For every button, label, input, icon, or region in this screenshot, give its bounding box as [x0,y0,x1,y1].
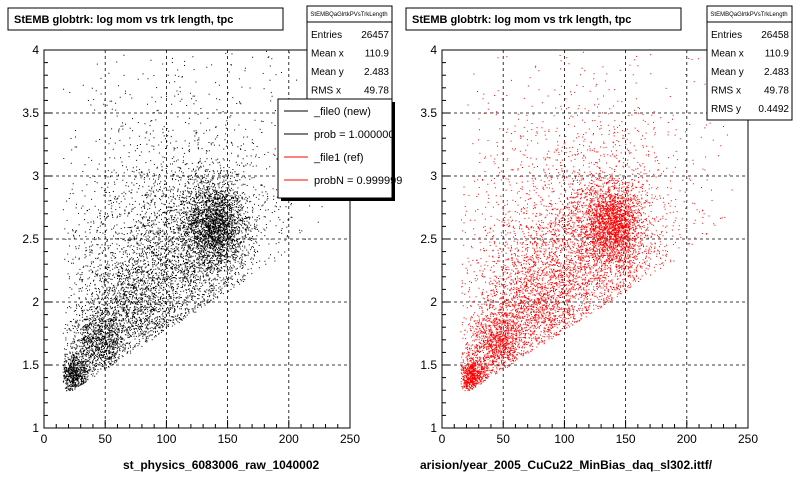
stats-label: Mean x [711,49,744,60]
legend-entry: _file0 (new) [313,106,371,118]
stats-value: 2.483 [364,67,389,78]
stats-value: 110.9 [365,49,390,60]
x-tick-label: 50 [99,432,113,446]
stats-value: 110.9 [765,49,790,60]
y-tick-label: 2.5 [22,232,39,246]
legend-box [277,98,393,199]
x-tick-label: 150 [218,432,238,446]
legend-entry: prob = 1.000000 [314,129,394,141]
right-plot-pad: 0 50 100 150 200 250 1 1.5 2 2.5 3 3.5 4 StEMB globt… [405,5,793,472]
y-tick-label: 1 [32,421,39,435]
scatter-point-cloud [62,50,344,392]
stats-label: Entries [311,30,342,41]
left-legend: _file0 (new) prob = 1.000000 _file1 (ref) p… [277,98,402,201]
right-title: StEMB globtrk: log mom vs trk length, tp… [412,14,631,26]
stats-label: Mean y [711,67,744,78]
left-x-axis-label: st_physics_6083006_raw_1040002 [123,458,319,472]
right-stats-box [706,5,793,121]
x-tick-label: 250 [738,432,758,446]
x-tick-label: 50 [497,432,511,446]
x-tick-label: 250 [340,432,360,446]
x-tick-label: 0 [439,432,446,446]
right-stats-name: StEMBQaGlrtkPVsTrkLength [710,12,787,18]
y-tick-label: 3 [32,169,39,183]
x-tick-label: 0 [41,432,48,446]
y-tick-label: 3 [430,169,437,183]
stats-value: 49.78 [764,86,789,97]
left-stats-rows: Entries 26457 Mean x 110.9 Mean y 2.483 RMS x 4… [311,30,389,97]
y-tick-label: 1 [430,421,437,435]
x-tick-label: 100 [156,432,176,446]
stats-label: RMS y [711,104,741,115]
legend-entry: probN = 0.999999 [314,175,402,187]
stats-label: RMS x [311,86,341,97]
legend-entry: _file1 (ref) [313,152,364,164]
stats-label: Mean y [311,67,344,78]
stats-value: 0.4492 [758,104,789,115]
right-scatter-points [460,51,733,392]
y-tick-label: 2.5 [420,232,437,246]
left-stats-name: StEMBQaGlrtkPVsTrkLength [310,12,387,18]
x-tick-label: 200 [279,432,299,446]
stats-label: RMS x [711,86,741,97]
x-tick-label: 100 [554,432,574,446]
left-axes: 0 50 100 150 200 250 1 1.5 2 2.5 3 3.5 4 [22,43,360,446]
right-axes: 0 50 100 150 200 250 1 1.5 2 2.5 3 3.5 4 [420,43,758,446]
left-title-box [7,7,284,31]
y-tick-label: 2 [430,295,437,309]
stats-label: Entries [711,30,742,41]
y-tick-label: 1.5 [22,358,39,372]
y-tick-label: 3.5 [22,106,39,120]
stats-value: 2.483 [764,67,789,78]
right-stats-rows: Entries 26458 Mean x 110.9 Mean y 2.483 RMS x 4… [711,30,789,115]
stats-value: 49.78 [364,86,389,97]
left-plot-pad: 0 50 100 150 200 250 1 1.5 2 2.5 3 3.5 4 StEMB globt… [7,5,402,472]
stats-value: 26458 [761,30,789,41]
scatter-point-cloud [460,51,733,392]
right-x-axis-label: arision/year_2005_CuCu22_MinBias_daq_sl3… [420,458,713,472]
x-tick-label: 150 [616,432,636,446]
y-tick-label: 2 [32,295,39,309]
y-tick-label: 4 [430,43,437,57]
stats-value: 26457 [361,30,389,41]
y-tick-label: 4 [32,43,39,57]
left-title: StEMB globtrk: log mom vs trk length, tp… [14,14,233,26]
y-tick-label: 1.5 [420,358,437,372]
stats-label: Mean x [311,49,344,60]
x-tick-label: 200 [677,432,697,446]
left-scatter-points [62,50,344,392]
y-tick-label: 3.5 [420,106,437,120]
right-title-box [405,7,682,31]
